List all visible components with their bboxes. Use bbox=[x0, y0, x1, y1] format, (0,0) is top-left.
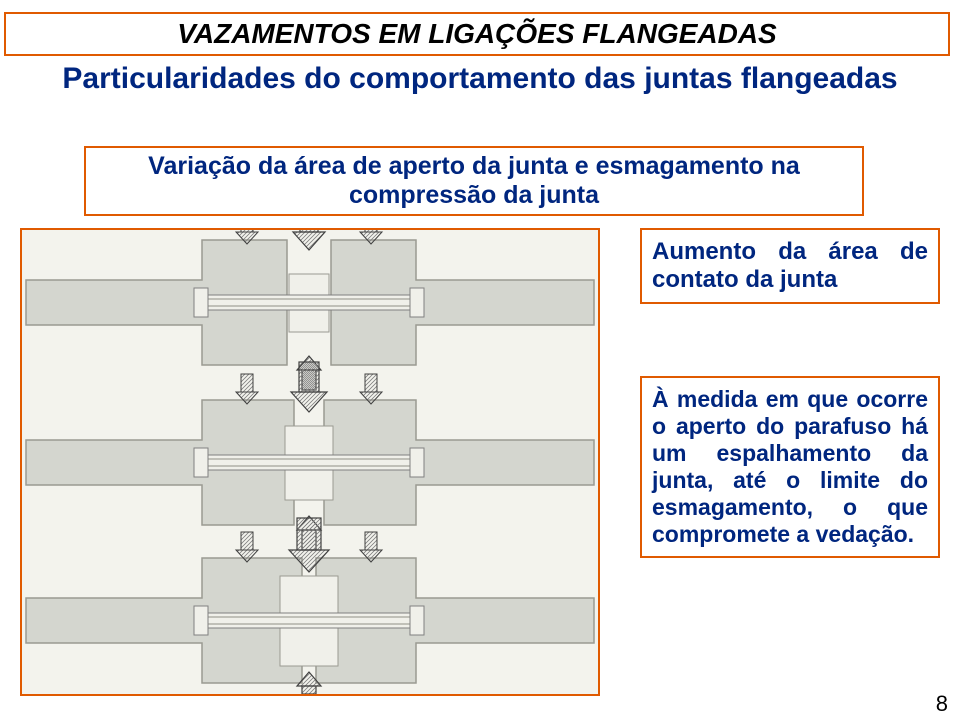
subtitle: Particularidades do comportamento das ju… bbox=[0, 62, 960, 96]
page-number: 8 bbox=[936, 691, 948, 717]
section-subtitle-box: Variação da área de aperto da junta e es… bbox=[84, 146, 864, 216]
section-subtitle: Variação da área de aperto da junta e es… bbox=[148, 152, 800, 209]
page-title-box: VAZAMENTOS EM LIGAÇÕES FLANGEADAS bbox=[4, 12, 950, 56]
page-title: VAZAMENTOS EM LIGAÇÕES FLANGEADAS bbox=[177, 18, 776, 49]
caption-1: Aumento da área de contato da junta bbox=[652, 238, 928, 293]
flange-diagram bbox=[20, 228, 600, 696]
diagram-svg bbox=[22, 230, 598, 694]
caption-2-box: À medida em que ocorre o aperto do paraf… bbox=[640, 376, 940, 558]
caption-1-box: Aumento da área de contato da junta bbox=[640, 228, 940, 304]
caption-2: À medida em que ocorre o aperto do paraf… bbox=[652, 386, 928, 547]
